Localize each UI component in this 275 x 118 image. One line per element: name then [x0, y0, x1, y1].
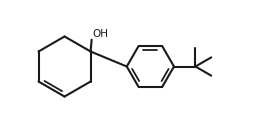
Text: OH: OH: [93, 29, 109, 39]
